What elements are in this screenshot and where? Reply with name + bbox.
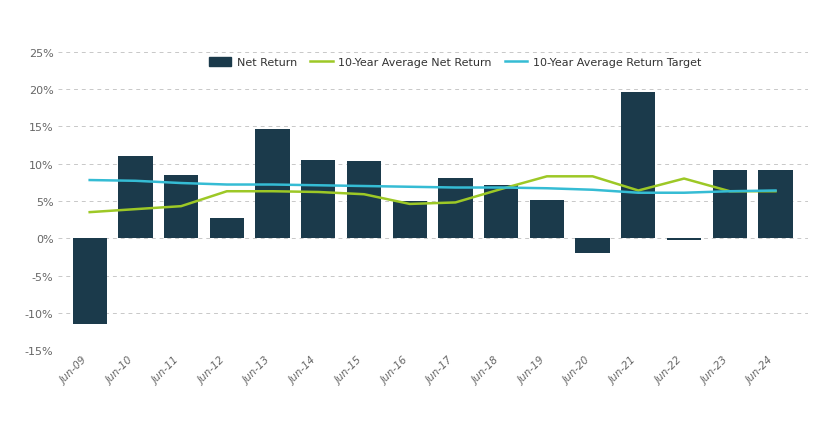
Bar: [575, 239, 610, 254]
Bar: [73, 239, 107, 324]
Bar: [119, 157, 152, 239]
Bar: [209, 219, 244, 239]
Bar: [530, 201, 564, 239]
Bar: [621, 93, 656, 239]
Bar: [164, 176, 199, 239]
Bar: [301, 160, 335, 239]
Bar: [713, 170, 747, 239]
Bar: [667, 239, 701, 240]
Bar: [758, 170, 793, 239]
Bar: [484, 185, 518, 239]
Bar: [347, 162, 382, 239]
Bar: [438, 178, 473, 239]
Bar: [392, 201, 427, 239]
Bar: [255, 129, 290, 239]
Legend: Net Return, 10-Year Average Net Return, 10-Year Average Return Target: Net Return, 10-Year Average Net Return, …: [209, 58, 701, 68]
